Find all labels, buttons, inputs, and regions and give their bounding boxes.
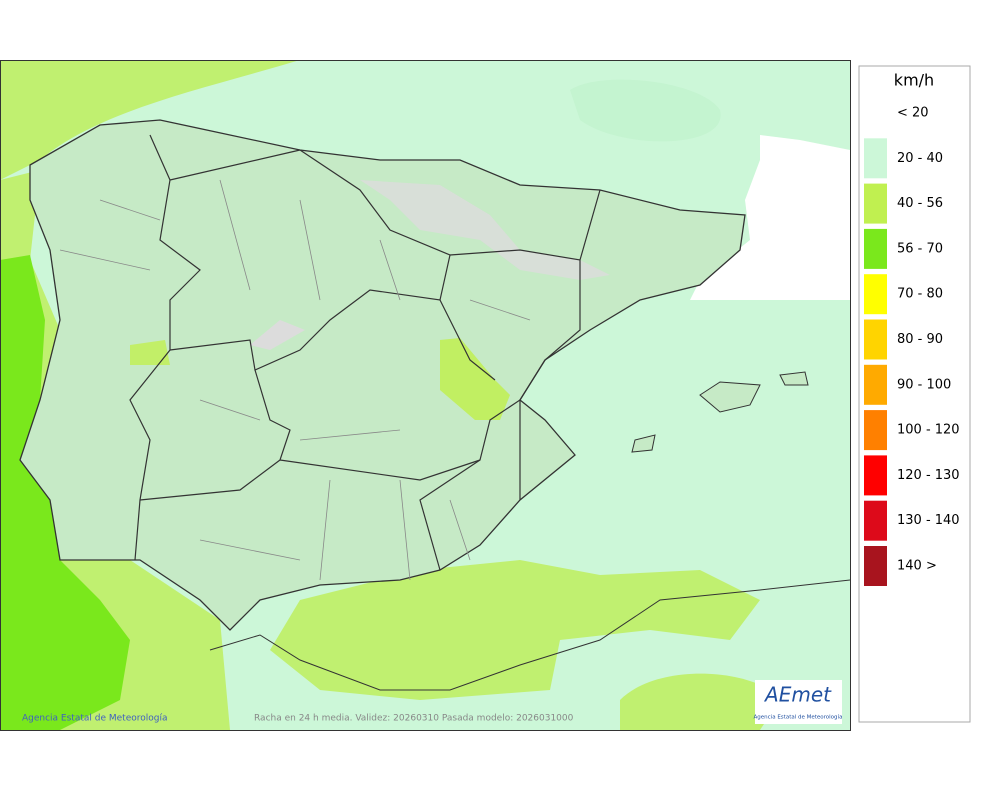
island xyxy=(631,434,656,453)
legend-label: 130 - 140 xyxy=(897,513,960,528)
legend-swatch xyxy=(864,455,887,496)
legend-label: < 20 xyxy=(897,106,929,121)
logo-subtitle: Agencia Estatal de Meteorología xyxy=(754,714,843,721)
iberia xyxy=(19,119,746,631)
legend-swatch xyxy=(864,546,887,586)
province-borders xyxy=(59,179,531,581)
legend-swatch xyxy=(864,93,887,133)
legend-swatch xyxy=(864,274,887,315)
legend-label: 120 - 130 xyxy=(897,468,960,483)
wind-zone xyxy=(440,338,510,420)
legend-label: 56 - 70 xyxy=(897,241,943,256)
caption: Racha en 24 h media. Validez: 20260310 P… xyxy=(254,714,574,724)
legend-swatch xyxy=(864,138,887,179)
legend-label: 20 - 40 xyxy=(897,151,943,166)
credit: Agencia Estatal de Meteorología xyxy=(22,714,168,724)
legend-swatch xyxy=(864,319,887,360)
region-borders xyxy=(129,134,601,571)
legend-label: 90 - 100 xyxy=(897,377,951,392)
legend-label: 40 - 56 xyxy=(897,196,943,211)
logo: AEmet xyxy=(763,683,832,707)
legend-label: 70 - 80 xyxy=(897,287,943,302)
wind-zone xyxy=(620,673,780,730)
map-frame xyxy=(0,60,851,731)
wind-zone xyxy=(270,560,760,700)
logo-box xyxy=(755,680,842,724)
legend-label: 100 - 120 xyxy=(897,423,960,438)
wind-zone xyxy=(0,60,300,180)
legend-swatch xyxy=(864,410,887,451)
wind-zone xyxy=(0,255,130,730)
legend-swatch xyxy=(864,364,887,405)
legend-swatch xyxy=(864,228,887,269)
legend-label: 140 > xyxy=(897,559,937,574)
mountains xyxy=(250,320,305,350)
legend-title: km/h xyxy=(894,71,934,90)
legend-swatch xyxy=(864,183,887,224)
island xyxy=(779,371,809,386)
africa-coast xyxy=(209,579,851,691)
legend-label: 80 - 90 xyxy=(897,332,943,347)
wind-zone xyxy=(130,340,170,365)
island xyxy=(699,381,761,413)
legend: < 20 20 - 40 40 - 56 56 - 70 70 - 80 80 - 90 9… xyxy=(864,93,960,586)
legend-swatch xyxy=(864,500,887,541)
sea-patch xyxy=(570,79,721,142)
